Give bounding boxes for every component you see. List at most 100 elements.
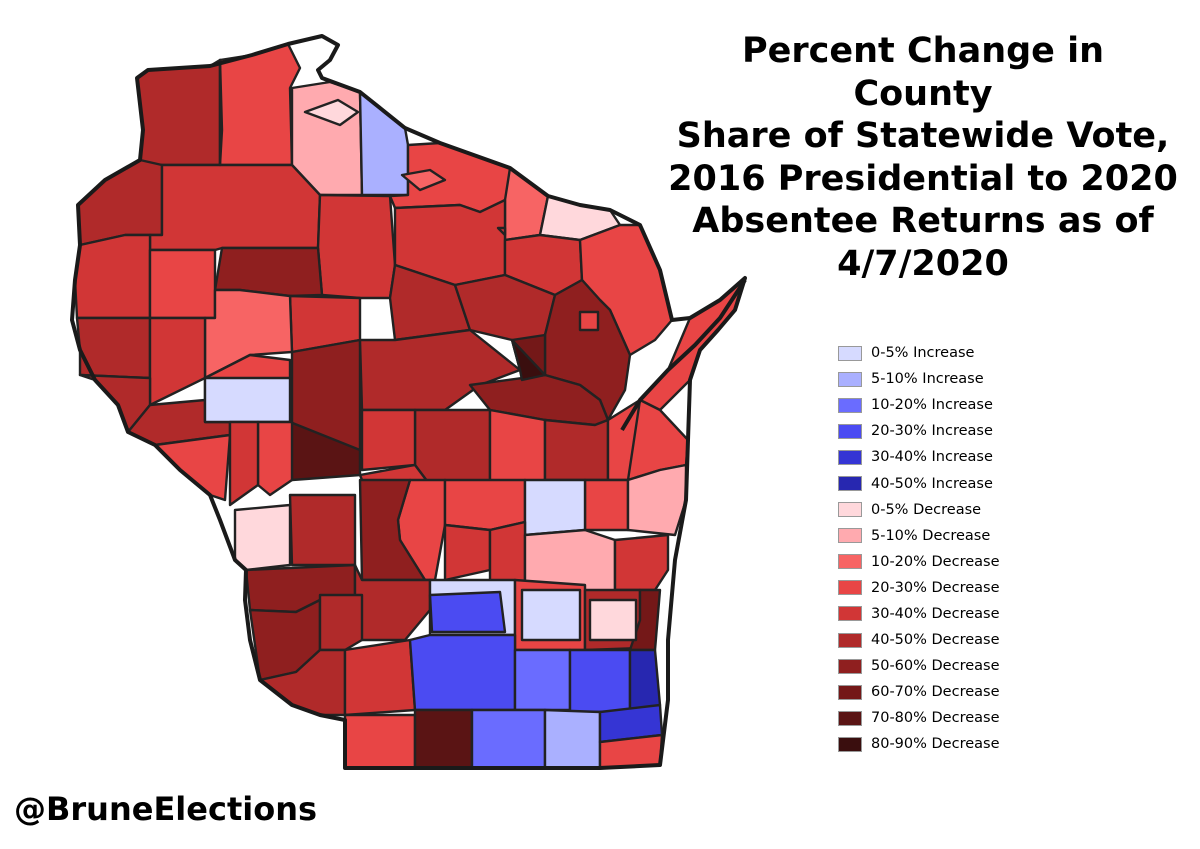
county-shape (318, 593, 364, 652)
legend-label: 40-50% Decrease (871, 632, 1000, 649)
legend-item: 10-20% Decrease (838, 549, 1068, 575)
county-shape (428, 590, 507, 634)
legend-item: 30-40% Decrease (838, 601, 1068, 627)
legend-label: 80-90% Decrease (871, 736, 1000, 753)
county-shape (578, 310, 600, 332)
county-shape (513, 648, 572, 712)
legend-swatch (838, 606, 862, 622)
county-shape (523, 478, 587, 537)
legend-item: 40-50% Decrease (838, 627, 1068, 653)
legend-item: 0-5% Decrease (838, 497, 1068, 523)
county-shape (413, 408, 492, 487)
county-shape (303, 98, 360, 127)
county-shape (148, 248, 217, 320)
legend-swatch (838, 684, 862, 700)
county-shape (148, 316, 207, 407)
county-shape (233, 503, 292, 572)
county-shape (613, 533, 670, 592)
county-shape (288, 493, 357, 567)
legend-swatch (838, 449, 862, 465)
legend-label: 70-80% Decrease (871, 710, 1000, 727)
county-shape (488, 520, 527, 587)
legend-label: 0-5% Decrease (871, 501, 982, 518)
county-shape (588, 598, 638, 642)
county-shape (488, 408, 547, 487)
legend-item: 20-30% Decrease (838, 575, 1068, 601)
county-shape (358, 90, 410, 197)
county-shape (628, 648, 662, 714)
legend-item: 5-10% Decrease (838, 523, 1068, 549)
legend-label: 5-10% Decrease (871, 527, 991, 544)
legend-item: 70-80% Decrease (838, 705, 1068, 731)
legend-label: 10-20% Decrease (871, 553, 1000, 570)
county-shape (408, 633, 517, 712)
legend-swatch (838, 423, 862, 439)
legend-item: 40-50% Increase (838, 470, 1068, 496)
county-shape (148, 163, 322, 252)
county-shape (583, 478, 630, 532)
legend-swatch (838, 476, 862, 492)
county-shape (73, 233, 152, 320)
legend-item: 30-40% Increase (838, 444, 1068, 470)
author-handle: @BruneElections (14, 790, 318, 828)
legend-label: 40-50% Increase (871, 475, 993, 492)
legend-label: 20-30% Decrease (871, 579, 1000, 596)
legend-swatch (838, 632, 862, 648)
legend-label: 60-70% Decrease (871, 684, 1000, 701)
legend-label: 50-60% Decrease (871, 658, 1000, 675)
legend-item: 0-5% Increase (838, 340, 1068, 366)
county-shape (135, 58, 222, 167)
county-shape (443, 478, 527, 532)
county-shape (203, 376, 292, 424)
legend-swatch (838, 658, 862, 674)
county-shape (510, 338, 547, 382)
legend-swatch (838, 580, 862, 596)
legend-item: 5-10% Increase (838, 366, 1068, 392)
county-shape (400, 168, 447, 192)
legend-label: 10-20% Increase (871, 397, 993, 414)
legend-swatch (838, 397, 862, 413)
title-line: Share of Statewide Vote, (676, 116, 1170, 156)
map-legend: 0-5% Increase 5-10% Increase 10-20% Incr… (838, 340, 1068, 758)
legend-swatch (838, 554, 862, 570)
title-line: Absentee Returns as of (692, 201, 1154, 241)
legend-swatch (838, 528, 862, 544)
county-shape (153, 433, 232, 502)
county-shape (598, 733, 664, 770)
county-shape (520, 588, 582, 642)
legend-label: 5-10% Increase (871, 371, 984, 388)
county-shape (443, 523, 492, 582)
county-shape (543, 708, 602, 770)
legend-label: 30-40% Decrease (871, 605, 1000, 622)
county-shape (360, 408, 417, 472)
legend-swatch (838, 371, 862, 387)
county-shape (256, 420, 294, 497)
legend-label: 0-5% Increase (871, 345, 975, 362)
county-shape (343, 713, 417, 770)
county-shapes (73, 42, 747, 770)
legend-item: 50-60% Decrease (838, 653, 1068, 679)
title-line: 4/7/2020 (837, 243, 1009, 284)
legend-item: 80-90% Decrease (838, 731, 1068, 757)
county-shape (413, 708, 474, 770)
legend-item: 20-30% Increase (838, 418, 1068, 444)
county-shape (228, 420, 260, 507)
county-shape (543, 418, 610, 482)
county-shape (218, 58, 224, 167)
legend-item: 60-70% Decrease (838, 679, 1068, 705)
county-shape (470, 708, 547, 770)
legend-label: 30-40% Increase (871, 449, 993, 466)
legend-swatch (838, 710, 862, 726)
door-peninsula-outline (620, 278, 747, 432)
county-shape (496, 226, 507, 237)
state-outline (70, 34, 747, 770)
legend-swatch (838, 502, 862, 518)
legend-swatch (838, 736, 862, 752)
title-line: Percent Change in County (742, 31, 1104, 114)
map-title: Percent Change in County Share of Statew… (668, 30, 1178, 285)
county-shape (316, 193, 397, 300)
county-shape (568, 648, 632, 714)
county-shape (343, 638, 417, 717)
title-line: 2016 Presidential to 2020 (668, 158, 1178, 199)
